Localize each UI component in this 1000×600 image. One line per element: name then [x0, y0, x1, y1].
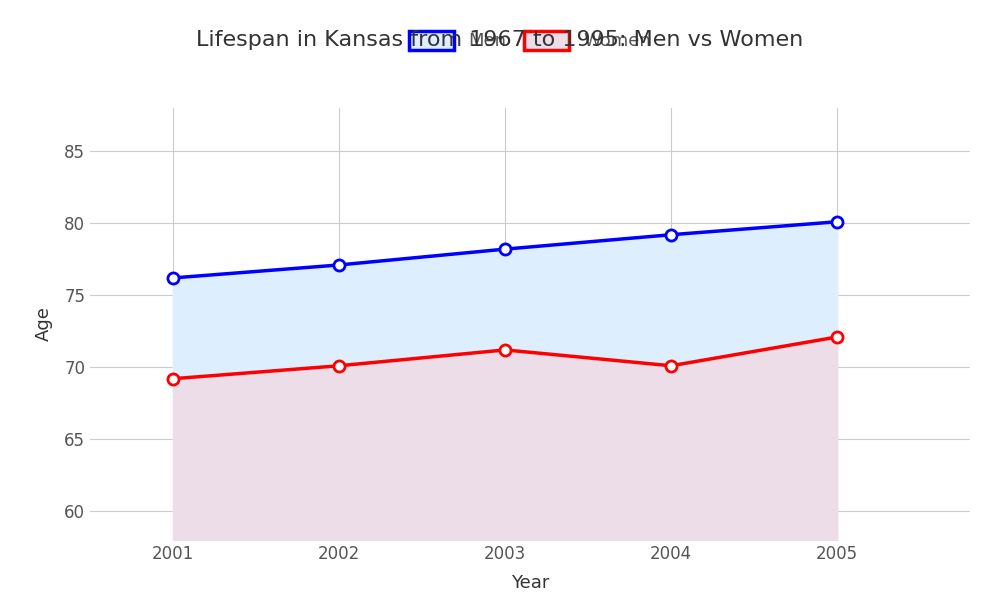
X-axis label: Year: Year	[511, 574, 549, 592]
Y-axis label: Age: Age	[35, 307, 53, 341]
Text: Lifespan in Kansas from 1967 to 1995: Men vs Women: Lifespan in Kansas from 1967 to 1995: Me…	[196, 30, 804, 50]
Legend: Men, Women: Men, Women	[399, 22, 661, 59]
